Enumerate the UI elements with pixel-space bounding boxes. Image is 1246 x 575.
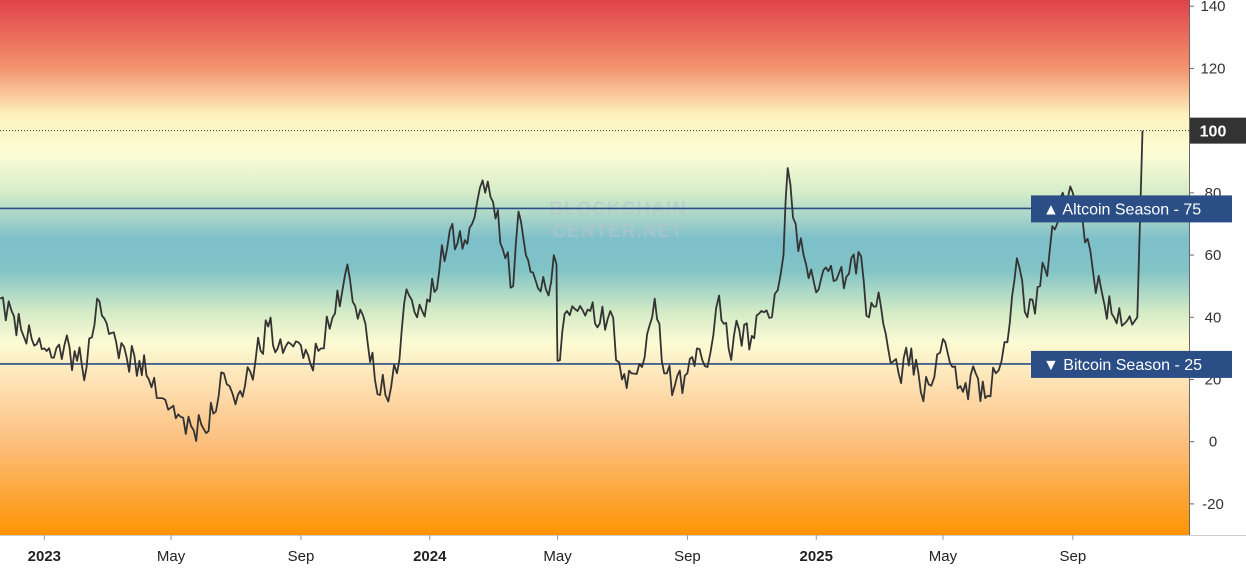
x-tick-label-0: 2023 bbox=[28, 548, 61, 565]
x-tick-label-6: 2025 bbox=[800, 548, 833, 565]
watermark: BLOCKCHAIN CENTER.NET bbox=[549, 199, 687, 242]
x-tick-label-1: May bbox=[157, 548, 186, 565]
y-tick-label--20: -20 bbox=[1202, 496, 1224, 513]
x-tick-label-4: May bbox=[543, 548, 572, 565]
reference-tags: 100 ▲ Altcoin Season - 75 ▼ Bitcoin Season… bbox=[1031, 117, 1246, 378]
season-tag-label-75: ▲ Altcoin Season - 75 bbox=[1043, 201, 1201, 218]
watermark-line1: BLOCKCHAIN bbox=[549, 199, 687, 220]
y-tick-label-40: 40 bbox=[1205, 309, 1222, 326]
y-tick-label-120: 120 bbox=[1200, 60, 1225, 77]
season-tag-label-25: ▼ Bitcoin Season - 25 bbox=[1043, 357, 1202, 374]
season-tag-75 bbox=[1031, 195, 1232, 223]
max-value-tag bbox=[1190, 117, 1246, 144]
x-axis: 2023 May Sep 2024 May Sep 2025 May Sep bbox=[28, 535, 1086, 565]
series-line-0 bbox=[0, 130, 1144, 442]
max-value-tag-label: 100 bbox=[1200, 124, 1227, 141]
series-layer bbox=[0, 130, 1144, 442]
plot-background bbox=[0, 0, 1189, 535]
watermark-line2: CENTER.NET bbox=[552, 221, 683, 242]
y-tick-label-60: 60 bbox=[1205, 247, 1222, 264]
x-tick-label-3: 2024 bbox=[413, 548, 447, 565]
x-tick-label-7: May bbox=[929, 548, 958, 565]
y-tick-label-0: 0 bbox=[1209, 434, 1217, 451]
x-tick-label-2: Sep bbox=[288, 548, 315, 565]
x-tick-label-5: Sep bbox=[674, 548, 701, 565]
reference-lines bbox=[0, 130, 1189, 365]
x-tick-label-8: Sep bbox=[1059, 548, 1086, 565]
season-tag-25 bbox=[1031, 350, 1232, 378]
y-tick-label-140: 140 bbox=[1200, 0, 1225, 15]
